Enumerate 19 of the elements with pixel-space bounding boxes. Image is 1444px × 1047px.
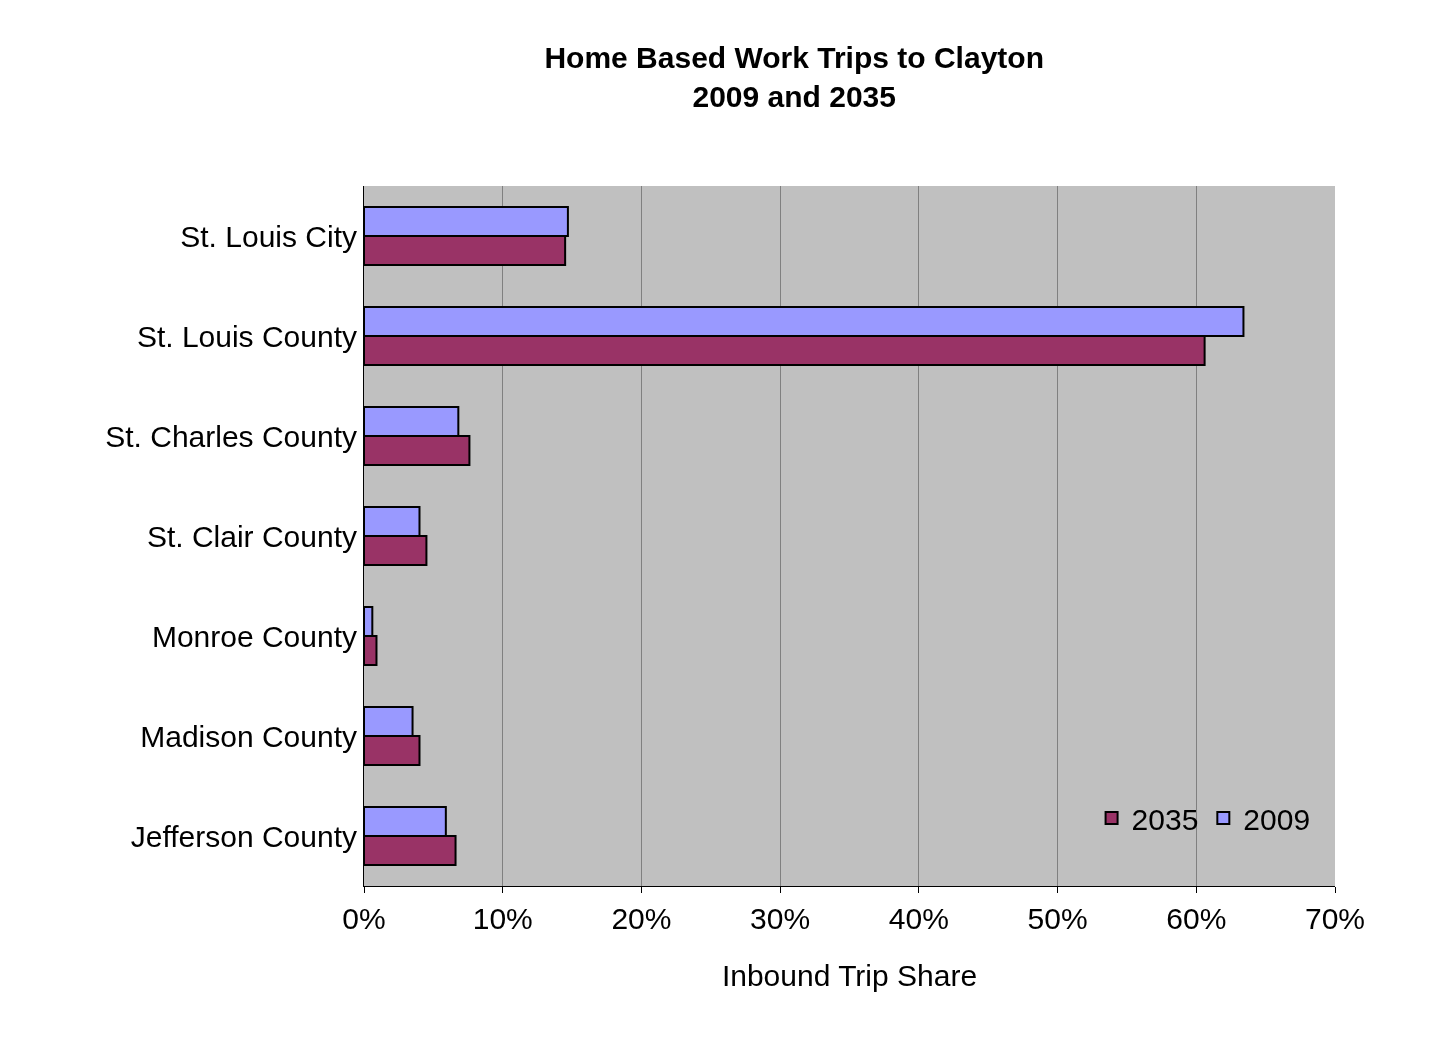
y-tick-label: Monroe County: [151, 619, 357, 653]
x-tick-label: 10%: [472, 902, 533, 935]
x-tick-label: 60%: [1166, 902, 1227, 935]
chart-title: Home Based Work Trips to Clayton 2009 and 2035: [544, 41, 1044, 114]
x-tick-label: 0%: [342, 902, 386, 935]
y-tick-label: St. Louis City: [180, 219, 357, 253]
x-tick-label: 50%: [1027, 902, 1088, 935]
y-tick-label: St. Clair County: [146, 519, 357, 553]
legend-label: 2035: [1131, 802, 1199, 836]
x-tick-label: 30%: [750, 902, 811, 935]
y-tick-label: St. Charles County: [105, 419, 357, 453]
x-tick-label: 20%: [611, 902, 672, 935]
legend-label: 2009: [1243, 802, 1311, 836]
y-tick-label: St. Louis County: [136, 319, 357, 353]
x-tick-label: 40%: [888, 902, 949, 935]
x-axis-title: Inbound Trip Share: [721, 958, 978, 992]
y-tick-label: Madison County: [140, 719, 357, 753]
y-tick-label: Jefferson County: [130, 819, 357, 853]
x-tick-label: 70%: [1304, 902, 1366, 935]
